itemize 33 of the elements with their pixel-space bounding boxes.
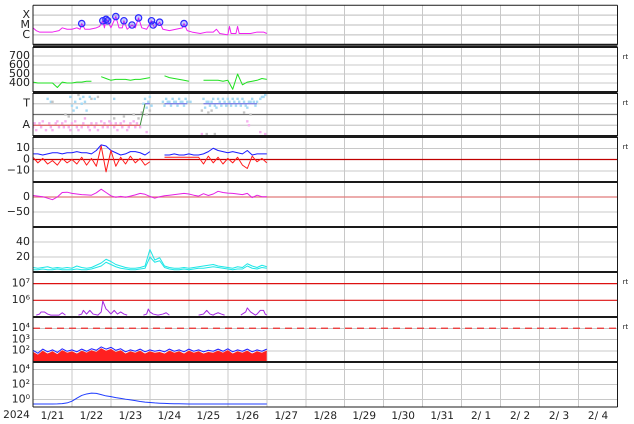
x-tick-label: 1/25 bbox=[196, 410, 220, 422]
x-tick-label: 2/ 3 bbox=[548, 410, 570, 422]
y-tick-label: 10² bbox=[12, 344, 30, 357]
y-tick-label: 10² bbox=[12, 377, 30, 390]
y-tick-label: −10 bbox=[6, 164, 30, 177]
x-tick-label: 1/28 bbox=[313, 410, 338, 422]
y-tick-label: 0 bbox=[23, 190, 30, 203]
x-tick-label: 1/30 bbox=[391, 410, 415, 422]
y-tick-label: 10⁶ bbox=[12, 293, 31, 306]
x-tick-label: 1/29 bbox=[352, 410, 376, 422]
y-tick-label: 10 bbox=[16, 141, 30, 154]
x-tick-label: 2/ 2 bbox=[510, 410, 530, 422]
y-tick-label: −50 bbox=[6, 204, 30, 218]
y-tick-label: 0 bbox=[23, 152, 30, 166]
x-tick-label: 2/ 4 bbox=[588, 410, 608, 422]
x-tick-label: 1/23 bbox=[118, 410, 142, 422]
ref-line-label: T bbox=[22, 96, 30, 110]
y-tick-label: 40 bbox=[16, 234, 30, 248]
x-axis-title: 2024 bbox=[3, 408, 30, 421]
y-tick-label: 10³ bbox=[12, 332, 30, 346]
x-tick-label: 1/27 bbox=[274, 410, 298, 422]
y-tick-label: 10⁴ bbox=[12, 321, 31, 334]
x-tick-label: 1/21 bbox=[40, 410, 64, 422]
y-tick-label: 20 bbox=[16, 250, 30, 263]
x-tick-label: 1/24 bbox=[158, 410, 182, 422]
y-tick-label: 10⁴ bbox=[12, 362, 31, 376]
x-tick-label: 1/26 bbox=[236, 410, 260, 422]
y-tick-label: 10⁷ bbox=[12, 276, 30, 290]
y-tick-label: 10⁰ bbox=[12, 392, 31, 406]
ref-line-label: A bbox=[22, 118, 30, 132]
x-tick-label: 1/22 bbox=[80, 410, 104, 422]
x-tick-label: 1/31 bbox=[430, 410, 454, 422]
x-tick-label: 2/ 1 bbox=[470, 410, 492, 422]
